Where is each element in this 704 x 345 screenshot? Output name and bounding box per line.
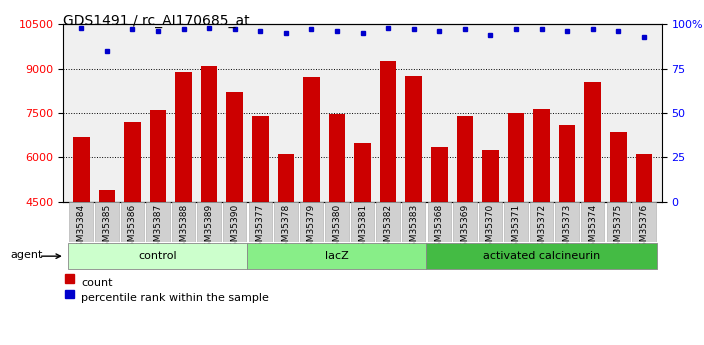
Bar: [351, 202, 375, 242]
Bar: [402, 202, 425, 242]
Bar: [120, 202, 144, 242]
Bar: [248, 243, 427, 269]
Text: GSM35382: GSM35382: [384, 204, 393, 253]
Text: GSM35375: GSM35375: [614, 204, 623, 253]
Text: GSM35378: GSM35378: [282, 204, 290, 253]
Bar: [607, 202, 630, 242]
Bar: [427, 202, 451, 242]
Bar: [632, 202, 655, 242]
Bar: [482, 150, 498, 335]
Bar: [201, 66, 218, 335]
Bar: [274, 202, 298, 242]
Bar: [175, 71, 192, 335]
Bar: [406, 76, 422, 335]
Bar: [533, 109, 550, 335]
Bar: [223, 202, 246, 242]
Text: GSM35380: GSM35380: [332, 204, 341, 253]
Text: lacZ: lacZ: [325, 250, 349, 260]
Text: control: control: [139, 250, 177, 260]
Text: GSM35388: GSM35388: [179, 204, 188, 253]
Bar: [380, 61, 396, 335]
Text: GSM35390: GSM35390: [230, 204, 239, 253]
Bar: [150, 110, 166, 335]
Bar: [70, 202, 93, 242]
Text: GSM35389: GSM35389: [205, 204, 213, 253]
Bar: [146, 202, 170, 242]
Text: GSM35383: GSM35383: [409, 204, 418, 253]
Bar: [277, 155, 294, 335]
Text: GSM35387: GSM35387: [153, 204, 163, 253]
Text: GSM35379: GSM35379: [307, 204, 316, 253]
Bar: [610, 132, 627, 335]
Bar: [325, 202, 348, 242]
Text: GSM35381: GSM35381: [358, 204, 367, 253]
Text: GSM35384: GSM35384: [77, 204, 86, 253]
Text: GSM35370: GSM35370: [486, 204, 495, 253]
Bar: [508, 113, 524, 335]
Bar: [427, 243, 657, 269]
Bar: [329, 115, 345, 335]
Text: percentile rank within the sample: percentile rank within the sample: [81, 293, 269, 303]
Bar: [197, 202, 221, 242]
Bar: [581, 202, 605, 242]
Bar: [227, 92, 243, 335]
Text: GSM35373: GSM35373: [562, 204, 572, 253]
Bar: [555, 202, 579, 242]
Text: GSM35377: GSM35377: [256, 204, 265, 253]
Text: GSM35371: GSM35371: [512, 204, 520, 253]
Bar: [479, 202, 502, 242]
Bar: [456, 116, 473, 335]
Bar: [300, 202, 323, 242]
Text: GSM35372: GSM35372: [537, 204, 546, 253]
Text: GSM35385: GSM35385: [102, 204, 111, 253]
Bar: [252, 116, 269, 335]
Bar: [453, 202, 477, 242]
Bar: [73, 137, 89, 335]
Bar: [172, 202, 195, 242]
Text: GDS1491 / rc_AI170685_at: GDS1491 / rc_AI170685_at: [63, 14, 250, 28]
Text: GSM35369: GSM35369: [460, 204, 470, 253]
Bar: [504, 202, 528, 242]
Bar: [68, 243, 248, 269]
Bar: [584, 82, 601, 335]
Text: activated calcineurin: activated calcineurin: [483, 250, 601, 260]
Bar: [303, 77, 320, 335]
Text: GSM35376: GSM35376: [639, 204, 648, 253]
Bar: [249, 202, 272, 242]
Bar: [431, 147, 448, 335]
Bar: [99, 190, 115, 335]
Text: agent: agent: [11, 250, 43, 260]
Bar: [124, 122, 141, 335]
Bar: [377, 202, 400, 242]
Bar: [636, 155, 652, 335]
Bar: [95, 202, 118, 242]
Bar: [559, 125, 575, 335]
Bar: [354, 142, 371, 335]
Text: GSM35368: GSM35368: [435, 204, 444, 253]
Bar: [530, 202, 553, 242]
Text: count: count: [81, 278, 113, 288]
Text: GSM35374: GSM35374: [589, 204, 597, 253]
Text: GSM35386: GSM35386: [128, 204, 137, 253]
